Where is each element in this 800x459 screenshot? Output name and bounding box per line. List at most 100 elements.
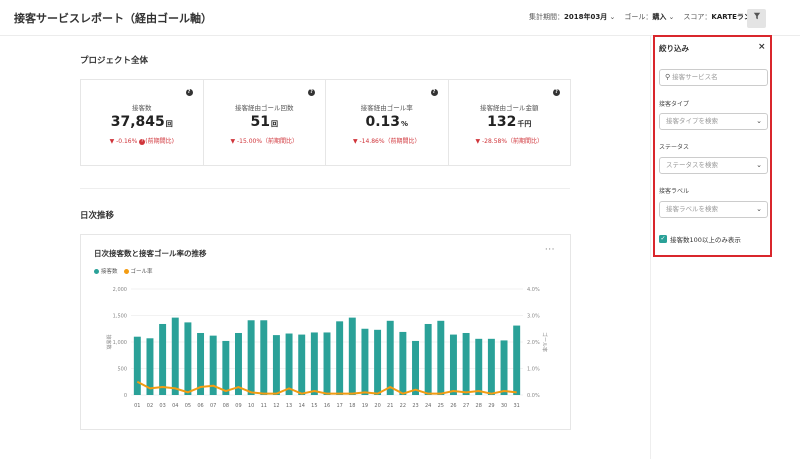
kpi-card: ? 接客経由ゴール率 0.13% ▼ -14.86%（前期間比） — [326, 80, 449, 165]
x-tick-label: 01 — [134, 403, 140, 409]
min-count-checkbox-row[interactable]: ✓ 接客数100以上のみ表示 — [659, 234, 741, 244]
x-tick-label: 05 — [185, 403, 191, 409]
filter-panel-highlight — [653, 35, 772, 257]
x-tick-label: 06 — [197, 403, 203, 409]
y-tick-left: 1,500 — [113, 314, 127, 320]
legend-item[interactable]: ゴール率 — [123, 267, 153, 275]
legend-item[interactable]: 接客数 — [94, 267, 118, 275]
bar — [209, 335, 217, 395]
top-bar: 接客サービスレポート（経由ゴール軸） 集計期間：2018年03月 ⌄ ゴール：購… — [0, 0, 800, 36]
x-tick-label: 10 — [248, 403, 254, 409]
help-icon[interactable]: ? — [430, 89, 438, 96]
x-tick-label: 28 — [476, 403, 482, 409]
chart-title: 日次接客数と接客ゴール率の推移 — [94, 249, 207, 258]
daily-section-title: 日次推移 — [80, 211, 115, 221]
x-tick-label: 31 — [513, 403, 519, 409]
bar — [437, 320, 445, 395]
kpi-label: 接客経由ゴール回数 — [235, 104, 294, 112]
x-tick-label: 24 — [425, 403, 431, 409]
x-tick-label: 20 — [374, 403, 380, 409]
y-tick-right: 3.0% — [527, 314, 540, 320]
x-tick-label: 04 — [172, 403, 178, 409]
x-tick-label: 22 — [400, 403, 406, 409]
more-menu-icon[interactable]: ··· — [544, 245, 555, 255]
period-filter[interactable]: 集計期間：2018年03月 ⌄ — [529, 13, 616, 21]
kpi-panel: ? 接客数 37,845回 ▼ -0.16% ? (前期間比) ? 接客経由ゴール… — [80, 79, 571, 166]
x-tick-label: 14 — [299, 403, 305, 409]
x-tick-label: 12 — [273, 403, 279, 409]
help-icon[interactable]: ? — [308, 89, 315, 96]
x-tick-label: 18 — [349, 403, 355, 409]
bar — [487, 338, 495, 395]
x-tick-label: 29 — [488, 403, 494, 409]
tag-select[interactable]: 接客ラベルを検索 ⌄ — [659, 201, 768, 218]
kpi-delta: ▼ -28.58%（前期間比） — [475, 138, 544, 145]
bar — [146, 338, 154, 395]
bar — [235, 332, 242, 395]
type-select[interactable]: 接客タイプを検索 ⌄ — [659, 113, 768, 130]
x-tick-label: 23 — [412, 403, 418, 409]
tag-label: 接客ラベル — [659, 188, 690, 195]
x-tick-label: 13 — [286, 403, 292, 409]
kpi-delta: ▼ -14.86%（前期間比） — [352, 138, 421, 145]
bar — [424, 323, 432, 395]
kpi-value: 0.13% — [365, 114, 409, 130]
x-tick-label: 19 — [362, 403, 368, 409]
kpi-value: 132千円 — [487, 114, 532, 130]
bar — [449, 334, 457, 395]
bar — [272, 335, 280, 395]
service-search-input[interactable]: ⚲ 接客サービス名 — [659, 69, 768, 86]
type-label: 接客タイプ — [659, 101, 690, 108]
chart-legend: 接客数 ゴール率 — [94, 267, 153, 275]
bar — [184, 322, 192, 395]
goal-filter[interactable]: ゴール：購入 ⌄ — [624, 13, 675, 21]
y-axis-label-left: 接客数 — [105, 334, 112, 349]
search-icon: ⚲ — [665, 73, 671, 81]
x-tick-label: 27 — [463, 403, 469, 409]
x-tick-label: 17 — [336, 403, 342, 409]
close-icon[interactable]: × — [758, 42, 766, 52]
chart-card: 日次接客数と接客ゴール率の推移 ··· 接客数 ゴール率 2,000 4.0% 1,… — [80, 234, 571, 430]
checkbox-checked-icon[interactable]: ✓ — [659, 235, 667, 243]
bar — [310, 332, 318, 395]
goal-rate-line — [136, 380, 517, 395]
x-tick-label: 11 — [261, 403, 267, 409]
bar — [222, 340, 230, 395]
kpi-delta: ▼ -0.16% ? (前期間比) — [109, 138, 174, 145]
chevron-down-icon: ⌄ — [756, 117, 762, 125]
x-tick-label: 15 — [311, 403, 317, 409]
legend-swatch — [123, 269, 129, 274]
bar — [247, 320, 255, 395]
kpi-label: 接客経由ゴール率 — [360, 104, 413, 112]
status-label: ステータス — [659, 144, 690, 151]
bar — [197, 332, 205, 395]
bar — [260, 320, 268, 395]
panel-title: 絞り込み — [659, 44, 689, 53]
report-filters: 集計期間：2018年03月 ⌄ ゴール：購入 ⌄ スコア：KARTEランク ⌄ — [529, 12, 766, 22]
page-title: 接客サービスレポート（経由ゴール軸） — [14, 12, 212, 25]
legend-swatch — [94, 269, 99, 274]
kpi-value: 37,845回 — [110, 114, 173, 130]
y-axis-label-right: ゴール率 — [541, 332, 548, 352]
status-select[interactable]: ステータスを検索 ⌄ — [659, 157, 768, 174]
help-icon[interactable]: ? — [139, 138, 146, 145]
filter-icon[interactable] — [747, 9, 766, 28]
bar — [298, 334, 306, 395]
bar — [159, 323, 167, 395]
help-icon[interactable]: ? — [553, 89, 560, 96]
section-divider — [80, 188, 570, 189]
combo-chart: 2,000 4.0% 1,500 3.0% 1,000 2.0% 500 1.0% 0 0.0% 接… — [105, 287, 548, 409]
filter-side-panel — [650, 36, 800, 459]
bar — [348, 317, 356, 395]
x-tick-label: 02 — [147, 403, 153, 409]
project-section-title: プロジェクト全体 — [80, 56, 149, 66]
y-tick-right: 1.0% — [527, 367, 540, 373]
bar — [374, 329, 382, 395]
x-tick-label: 08 — [223, 403, 229, 409]
x-tick-label: 07 — [210, 403, 216, 409]
bar — [361, 328, 369, 395]
y-tick-right: 4.0% — [527, 287, 540, 293]
help-icon[interactable]: ? — [185, 89, 193, 96]
bar — [462, 332, 470, 395]
kpi-card: ? 接客経由ゴール金額 132千円 ▼ -28.58%（前期間比） — [449, 80, 571, 165]
